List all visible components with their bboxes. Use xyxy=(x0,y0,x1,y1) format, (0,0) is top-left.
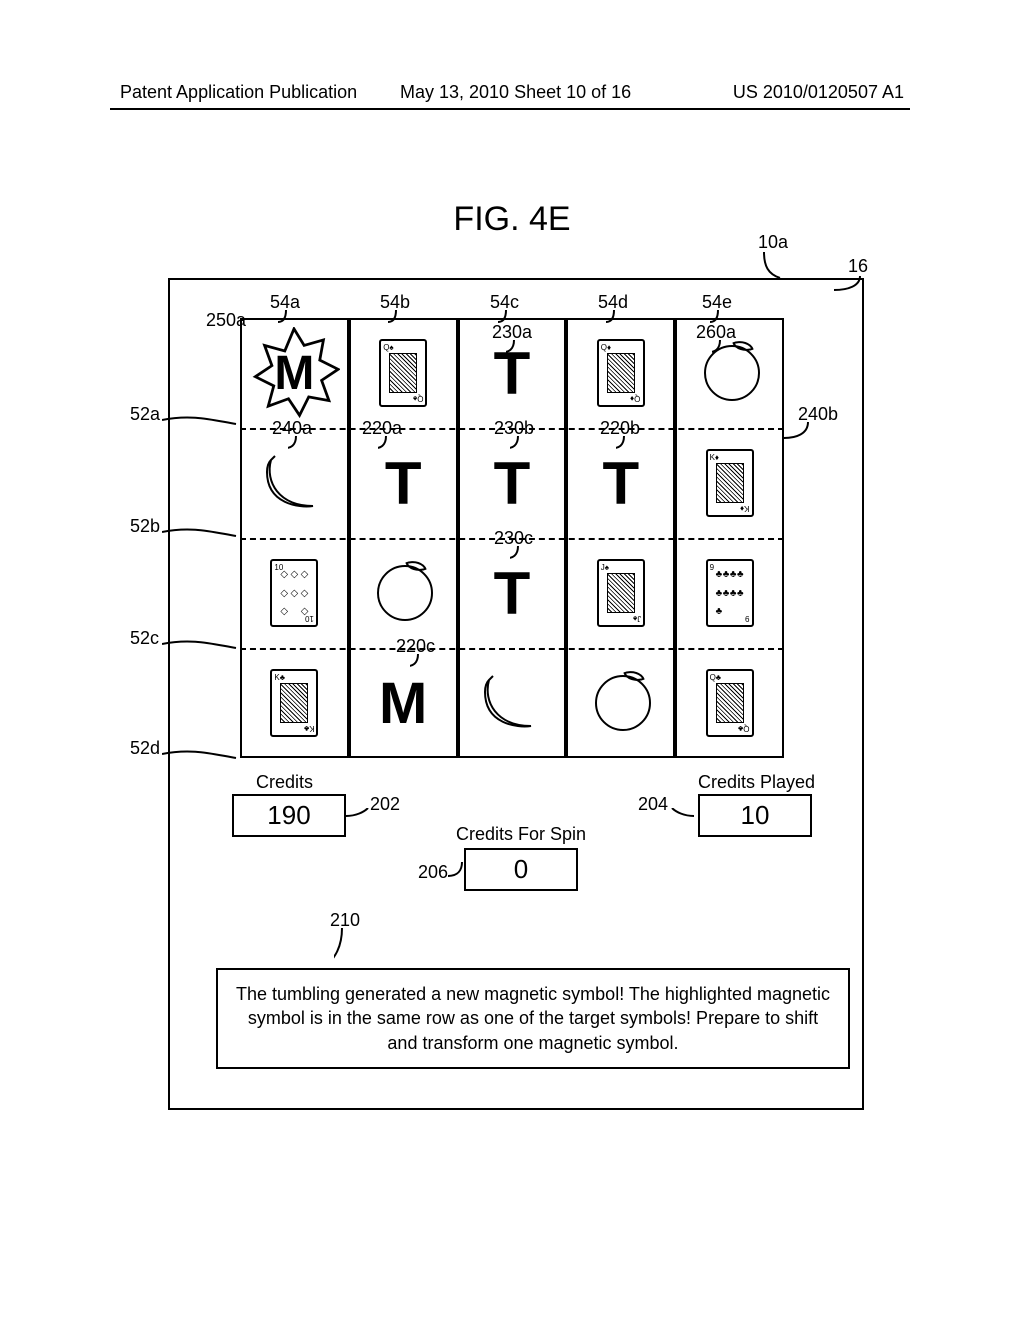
ref-10a: 10a xyxy=(758,232,788,253)
ref-52d: 52d xyxy=(130,738,160,759)
target-symbol-icon: T xyxy=(494,449,531,518)
hook-icon xyxy=(616,436,634,450)
hook-icon xyxy=(712,340,730,354)
message-box: The tumbling generated a new magnetic sy… xyxy=(216,968,850,1069)
hook-icon xyxy=(410,654,428,668)
hook-icon xyxy=(510,436,528,450)
cell-banana xyxy=(458,648,567,758)
target-symbol-icon: T xyxy=(494,559,531,628)
cell-card-k: K♦K♦ xyxy=(675,428,784,538)
card-icon: 9 ♣♣♣♣♣♣♣♣♣ 9 xyxy=(706,559,754,627)
target-symbol-icon: T xyxy=(385,449,422,518)
credits-value: 190 xyxy=(232,794,346,837)
card-icon: Q♠Q♠ xyxy=(379,339,427,407)
cell-card-10: 10 ◇◇◇◇◇◇◇◇ 10 xyxy=(240,538,349,648)
cell-card-j: J♠J♠ xyxy=(566,538,675,648)
card-icon: 10 ◇◇◇◇◇◇◇◇ 10 xyxy=(270,559,318,627)
target-symbol-icon: T xyxy=(602,449,639,518)
orange-icon xyxy=(593,675,649,731)
cell-card-q: Q♠Q♠ xyxy=(349,318,458,428)
page: Patent Application Publication May 13, 2… xyxy=(0,0,1024,1320)
hook-icon xyxy=(670,808,696,824)
cell-star-m: M xyxy=(240,318,349,428)
credits-for-spin-value: 0 xyxy=(464,848,578,891)
hook-icon xyxy=(506,340,524,354)
figure-title: FIG. 4E xyxy=(0,200,1024,239)
cell-orange xyxy=(349,538,458,648)
magnetic-symbol-icon: M xyxy=(379,670,427,737)
hook-icon xyxy=(346,808,372,824)
cell-card-q: Q♣Q♣ xyxy=(675,648,784,758)
card-icon: Q♣Q♣ xyxy=(706,669,754,737)
screen-frame: M Q♠Q♠ T Q♦Q♦ T T T xyxy=(168,278,864,1110)
header-middle: May 13, 2010 Sheet 10 of 16 xyxy=(400,82,631,103)
credits-played-value: 10 xyxy=(698,794,812,837)
credits-played-label: Credits Played xyxy=(698,772,815,793)
ref-52a: 52a xyxy=(130,404,160,425)
credits-label: Credits xyxy=(256,772,313,793)
hook-icon xyxy=(162,414,238,434)
cell-card-9: 9 ♣♣♣♣♣♣♣♣♣ 9 xyxy=(675,538,784,648)
ref-202: 202 xyxy=(370,794,400,815)
hook-icon xyxy=(378,436,396,450)
hook-icon xyxy=(162,748,238,768)
header-right: US 2010/0120507 A1 xyxy=(733,82,904,103)
cell-letter-t: T xyxy=(349,428,458,538)
card-icon: K♣K♣ xyxy=(270,669,318,737)
card-icon: Q♦Q♦ xyxy=(597,339,645,407)
ref-16: 16 xyxy=(848,256,868,277)
ref-204: 204 xyxy=(638,794,668,815)
ref-206: 206 xyxy=(418,862,448,883)
hook-icon xyxy=(510,546,528,560)
cell-card-k: K♣K♣ xyxy=(240,648,349,758)
banana-icon xyxy=(259,452,329,514)
hook-icon xyxy=(162,638,238,658)
banana-icon xyxy=(477,672,547,734)
header-left: Patent Application Publication xyxy=(120,82,357,103)
ref-52c: 52c xyxy=(130,628,159,649)
card-icon: K♦K♦ xyxy=(706,449,754,517)
magnetic-star-icon: M xyxy=(248,327,340,419)
orange-icon xyxy=(375,565,431,621)
cell-orange xyxy=(566,648,675,758)
header-rule xyxy=(110,108,910,110)
hook-icon xyxy=(448,862,468,880)
hook-icon xyxy=(784,422,814,442)
hook-icon xyxy=(162,526,238,546)
hook-icon xyxy=(288,436,306,450)
hook-icon xyxy=(334,928,358,968)
card-icon: J♠J♠ xyxy=(597,559,645,627)
cell-letter-m: M xyxy=(349,648,458,758)
cell-card-q: Q♦Q♦ xyxy=(566,318,675,428)
credits-for-spin-label: Credits For Spin xyxy=(456,824,586,845)
ref-52b: 52b xyxy=(130,516,160,537)
